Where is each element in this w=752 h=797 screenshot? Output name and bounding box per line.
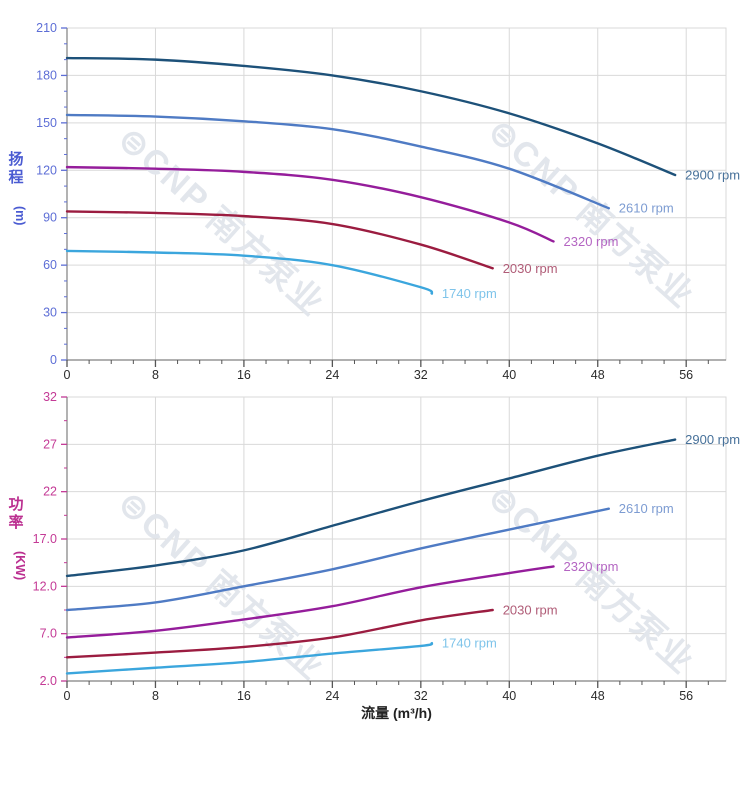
curve-label-2610-rpm: 2610 rpm bbox=[619, 501, 674, 516]
x-tick-label: 56 bbox=[679, 689, 693, 703]
y-tick-label: 7.0 bbox=[40, 627, 57, 641]
y-tick-label: 210 bbox=[36, 21, 57, 35]
curve-label-2900-rpm: 2900 rpm bbox=[685, 168, 740, 183]
curve-label-2320-rpm: 2320 rpm bbox=[564, 559, 619, 574]
curve-2320-rpm bbox=[65, 165, 555, 243]
y-tick-label: 0 bbox=[50, 353, 57, 367]
y-axis-title: 程 bbox=[8, 169, 23, 186]
x-tick-label: 40 bbox=[502, 689, 516, 703]
x-tick-label: 8 bbox=[152, 368, 159, 382]
curve-2610-rpm bbox=[65, 113, 610, 210]
x-tick-label: 40 bbox=[502, 368, 516, 382]
curve-label-2610-rpm: 2610 rpm bbox=[619, 201, 674, 216]
y-axis-unit: (KW) bbox=[13, 551, 27, 580]
x-tick-label: 16 bbox=[237, 689, 251, 703]
x-tick-label: 32 bbox=[414, 368, 428, 382]
x-tick-label: 0 bbox=[64, 368, 71, 382]
x-tick-label: 56 bbox=[679, 368, 693, 382]
watermark-text: ⊜CNP 南方泵业 bbox=[111, 120, 332, 324]
y-tick-label: 12.0 bbox=[33, 579, 57, 593]
curve-label-2030-rpm: 2030 rpm bbox=[503, 261, 558, 276]
x-tick-label: 24 bbox=[325, 689, 339, 703]
curve-1740-rpm bbox=[65, 641, 434, 675]
curve-2030-rpm bbox=[65, 608, 494, 659]
x-tick-label: 48 bbox=[591, 689, 605, 703]
y-tick-label: 22 bbox=[43, 485, 57, 499]
curve-2610-rpm bbox=[65, 507, 610, 612]
x-tick-label: 24 bbox=[325, 368, 339, 382]
curve-2320-rpm bbox=[65, 565, 555, 639]
curve-label-1740-rpm: 1740 rpm bbox=[442, 636, 497, 651]
curve-2900-rpm bbox=[65, 56, 677, 177]
y-tick-label: 90 bbox=[43, 211, 57, 225]
curve-label-1740-rpm: 1740 rpm bbox=[442, 286, 497, 301]
y-axis-title: 扬 bbox=[8, 150, 23, 168]
y-tick-label: 120 bbox=[36, 163, 57, 177]
curve-2900-rpm bbox=[65, 438, 677, 578]
y-axis-title: 功 bbox=[8, 496, 23, 513]
x-tick-label: 48 bbox=[591, 368, 605, 382]
y-tick-label: 180 bbox=[36, 68, 57, 82]
y-tick-label: 32 bbox=[43, 390, 57, 404]
y-axis-unit: (m) bbox=[13, 206, 27, 225]
curve-label-2030-rpm: 2030 rpm bbox=[503, 603, 558, 618]
y-tick-label: 60 bbox=[43, 258, 57, 272]
x-tick-label: 0 bbox=[64, 689, 71, 703]
curve-label-2320-rpm: 2320 rpm bbox=[564, 234, 619, 249]
x-tick-label: 16 bbox=[237, 368, 251, 382]
y-tick-label: 17.0 bbox=[33, 532, 57, 546]
x-tick-label: 8 bbox=[152, 689, 159, 703]
y-tick-label: 30 bbox=[43, 306, 57, 320]
y-tick-label: 2.0 bbox=[40, 674, 57, 688]
y-tick-label: 150 bbox=[36, 116, 57, 130]
y-axis-title: 率 bbox=[8, 513, 23, 531]
x-tick-label: 32 bbox=[414, 689, 428, 703]
y-tick-label: 27 bbox=[43, 437, 57, 451]
curve-2030-rpm bbox=[65, 210, 494, 270]
x-axis-title: 流量 (m³/h) bbox=[361, 705, 432, 721]
curve-1740-rpm bbox=[65, 249, 434, 295]
curve-label-2900-rpm: 2900 rpm bbox=[685, 432, 740, 447]
